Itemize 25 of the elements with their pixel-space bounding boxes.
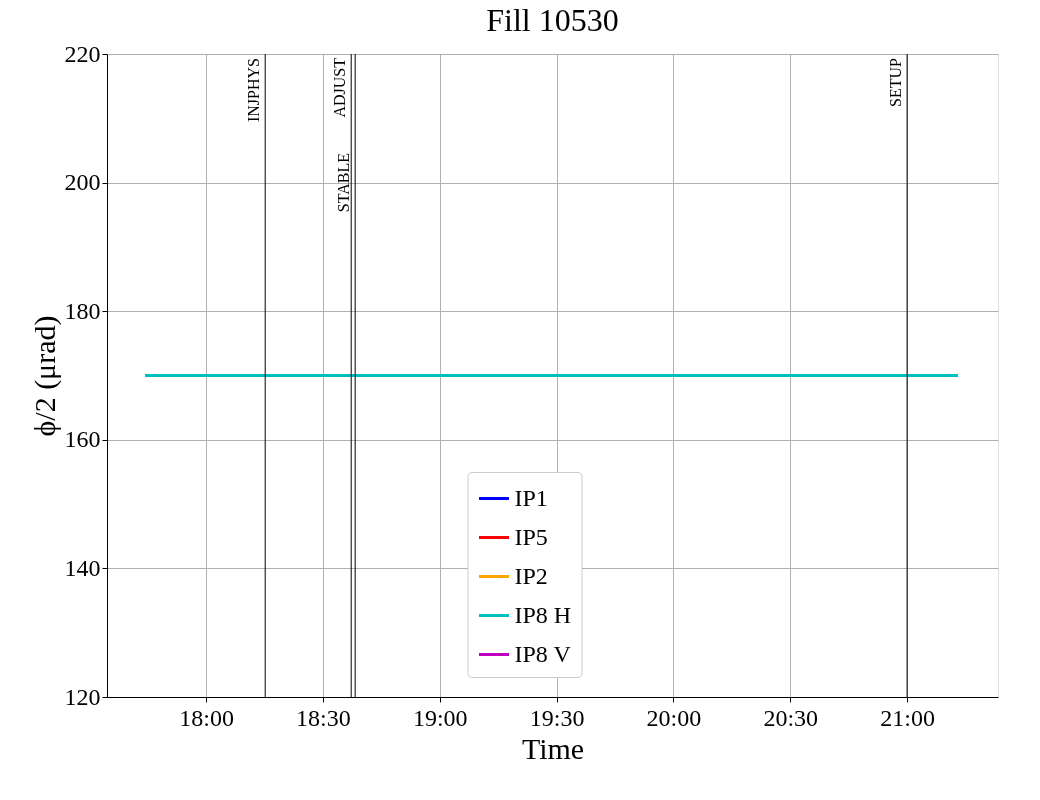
chart-title: Fill 10530	[486, 2, 619, 38]
legend-label: IP8 V	[514, 640, 572, 667]
x-tick-label: 19:00	[412, 704, 468, 731]
legend-label: IP2	[514, 562, 548, 589]
ref-line-label: STABLE	[335, 153, 353, 213]
x-axis-title: Time	[521, 731, 585, 765]
y-tick-label: 220	[64, 40, 101, 67]
x-tick-label: 18:00	[179, 704, 234, 731]
x-tick-label: 19:30	[529, 704, 585, 731]
y-axis-title: ϕ/2 (μrad)	[27, 315, 62, 437]
legend-label: IP8 H	[514, 601, 572, 628]
legend-label: IP1	[514, 484, 548, 511]
ref-line-label: INJPHYS	[245, 58, 263, 123]
legend-label: IP5	[514, 523, 548, 550]
ref-line-label: ADJUST	[331, 57, 349, 118]
x-tick-label: 20:00	[646, 704, 702, 731]
ref-line-label: SETUP	[887, 57, 905, 107]
y-tick-label: 160	[64, 426, 101, 453]
y-tick-label: 200	[64, 169, 101, 196]
x-tick-label: 18:30	[296, 704, 351, 731]
x-tick-label: 21:00	[880, 704, 935, 731]
y-tick-label: 120	[64, 683, 101, 710]
y-tick-label: 180	[64, 297, 101, 324]
y-tick-label: 140	[64, 554, 101, 581]
x-tick-label: 20:30	[763, 704, 819, 731]
